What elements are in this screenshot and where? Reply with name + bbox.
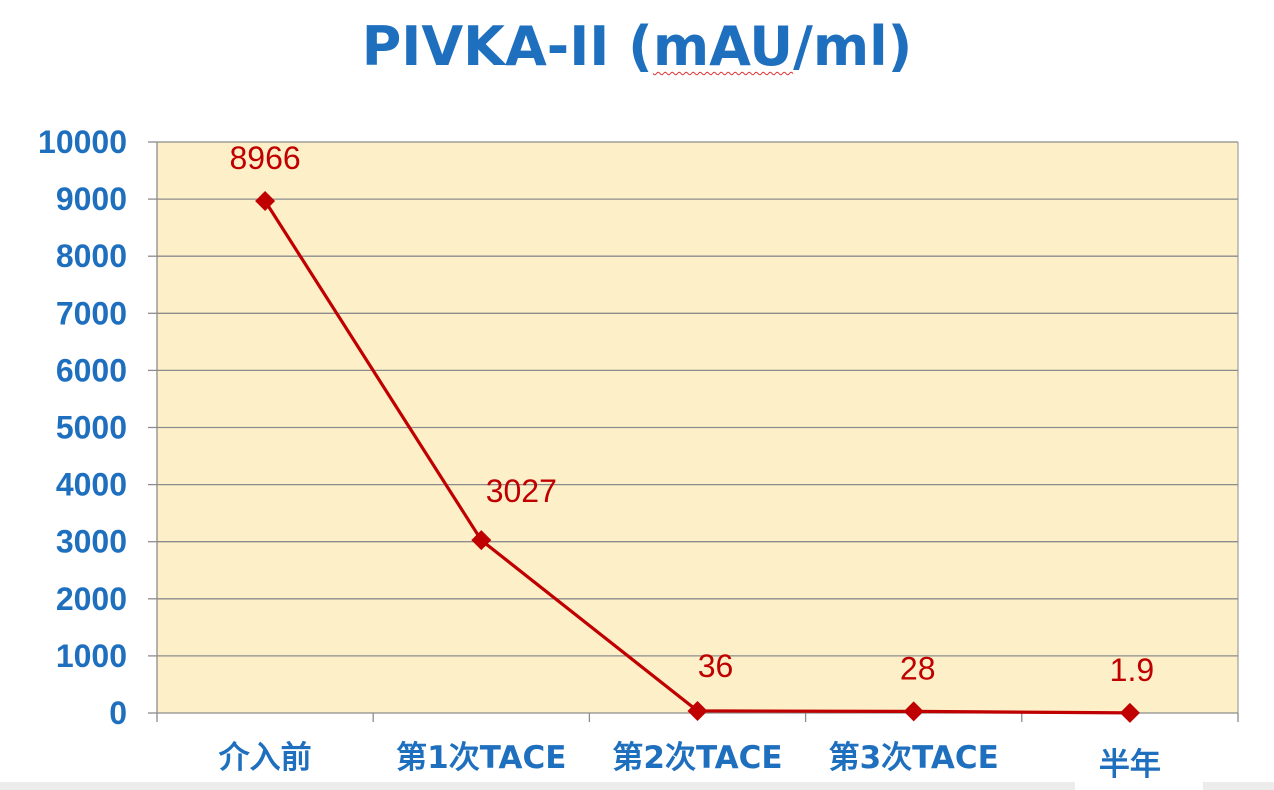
x-tick-labels: 介入前 第1次TACE 第2次TACE 第3次TACE 半年	[218, 740, 1161, 783]
y-tick-label-3000: 3000	[56, 524, 127, 560]
x-tick-label-3: 第3次TACE	[829, 740, 999, 776]
y-tick-label-6000: 6000	[56, 352, 127, 388]
y-tick-label-10000: 10000	[38, 124, 127, 160]
chart-title-post: /ml)	[793, 15, 913, 78]
data-label-3: 28	[900, 650, 936, 686]
data-label-0: 8966	[230, 140, 301, 176]
x-tick-label-2: 第2次TACE	[612, 740, 782, 776]
data-label-2: 36	[698, 648, 734, 684]
data-label-1: 3027	[486, 473, 557, 509]
y-tick-labels: 0 1000 2000 3000 4000 5000 6000 7000 8000 9000 100…	[38, 124, 127, 731]
y-tick-label-0: 0	[109, 695, 127, 731]
data-point-4	[1119, 702, 1140, 723]
x-tick-label-1: 第1次TACE	[396, 740, 566, 776]
y-tick-label-2000: 2000	[56, 581, 127, 617]
data-point-0	[255, 191, 276, 212]
series	[255, 191, 1140, 723]
chart-title: PIVKA-II (mAU/ml)	[0, 12, 1274, 82]
x-tick-label-0: 介入前	[218, 740, 312, 776]
bottom-strip	[0, 782, 1274, 790]
y-tick-label-5000: 5000	[56, 410, 127, 446]
data-point-2	[687, 700, 708, 721]
y-tick-label-9000: 9000	[56, 181, 127, 217]
y-tick-label-8000: 8000	[56, 238, 127, 274]
data-point-1	[471, 530, 492, 551]
y-tick-label-1000: 1000	[56, 638, 127, 674]
data-labels: 8966 3027 36 28 1.9	[230, 140, 1155, 688]
x-tick-label-4: 半年	[1099, 747, 1161, 783]
y-tick-label-7000: 7000	[56, 295, 127, 331]
data-label-4: 1.9	[1110, 652, 1154, 688]
chart-title-pre: PIVKA-II (	[361, 15, 653, 78]
data-point-3	[903, 701, 924, 722]
chart-title-unit: mAU	[652, 15, 794, 78]
y-tick-label-4000: 4000	[56, 467, 127, 503]
bottom-gap	[1075, 782, 1203, 790]
